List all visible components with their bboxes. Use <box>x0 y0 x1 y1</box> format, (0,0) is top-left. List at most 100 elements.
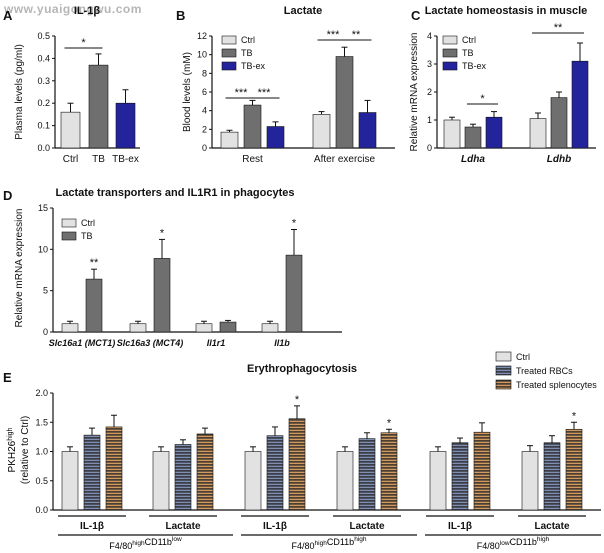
B-significance-label: ** <box>352 29 361 41</box>
E-group-label: IL-1β <box>80 521 104 532</box>
E-bar <box>61 451 79 511</box>
chart-title: Lactate <box>284 5 323 17</box>
D-bar <box>129 323 147 333</box>
E-bar <box>152 451 170 511</box>
A-bar <box>88 64 109 149</box>
E-bar <box>521 451 539 511</box>
E-group-label: Lactate <box>165 521 200 532</box>
y-axis-label: Relative mRNA expression <box>409 33 420 152</box>
C-bar <box>485 116 503 149</box>
B-significance-label: *** <box>235 87 249 99</box>
E-population-label: F4/80highCD11bhigh <box>292 536 367 551</box>
D-bar <box>219 321 237 333</box>
E-significance: * <box>572 410 577 422</box>
C-legend-swatch <box>442 61 458 71</box>
E-legend-swatch <box>495 351 512 362</box>
E-bar <box>288 418 306 511</box>
x-tick-label: Ctrl <box>63 154 79 165</box>
B-legend-swatch <box>221 35 237 45</box>
E-bar <box>543 442 561 511</box>
E-group-label: IL-1β <box>448 521 472 532</box>
C-legend-swatch <box>442 35 458 45</box>
C-significance-label: ** <box>554 22 563 34</box>
D-bar <box>285 254 303 333</box>
E-bar <box>196 433 214 511</box>
A-ytick-label: 0.3 <box>37 76 50 86</box>
B-ytick-label: 12 <box>197 31 207 41</box>
y-axis-label: PKH26high <box>7 427 19 472</box>
B-legend-swatch <box>221 61 237 71</box>
B-ytick-label: 8 <box>202 68 207 78</box>
C-legend-label: TB-ex <box>462 61 487 71</box>
E-legend-label: Treated RBCs <box>516 366 573 376</box>
B-legend-label: Ctrl <box>241 35 255 45</box>
D-ytick-label: 5 <box>43 286 48 296</box>
B-significance-label: *** <box>327 29 341 41</box>
E-population-label: F4/80lowCD11bhigh <box>477 536 550 551</box>
E-bar <box>336 451 354 511</box>
E-legend-swatch <box>495 365 512 376</box>
A-significance-label: * <box>81 37 86 49</box>
E-group-label: IL-1β <box>263 521 287 532</box>
panel-letter: D <box>3 188 12 203</box>
B-ytick-label: 4 <box>202 106 207 116</box>
D-bar <box>61 323 79 333</box>
D-legend-label: Ctrl <box>81 218 95 228</box>
x-tick-label: TB <box>92 154 105 165</box>
C-ytick-label: 0 <box>427 143 432 153</box>
y-axis-label: (relative to Ctrl) <box>20 416 31 484</box>
E-group-label: Lactate <box>349 521 384 532</box>
C-ytick-label: 1 <box>427 115 432 125</box>
C-legend-label: TB <box>462 48 474 58</box>
E-legend-swatch <box>495 379 512 390</box>
E-bar <box>174 444 192 511</box>
watermark: www.yuaigongwu.com <box>4 2 142 16</box>
D-bar <box>85 278 103 333</box>
B-ytick-label: 2 <box>202 124 207 134</box>
C-bar <box>443 119 461 149</box>
B-bar <box>335 56 354 149</box>
E-bar <box>380 432 398 511</box>
D-legend-swatch <box>61 231 77 241</box>
A-ytick-label: 0.5 <box>37 31 50 41</box>
D-bar <box>195 323 213 333</box>
E-legend-label: Ctrl <box>516 352 530 362</box>
x-tick-label: Rest <box>242 154 263 165</box>
C-ytick-label: 4 <box>427 31 432 41</box>
B-ytick-label: 0 <box>202 143 207 153</box>
E-ytick-label: 0.0 <box>35 505 48 515</box>
panel-letter: E <box>3 370 12 385</box>
C-bar <box>529 118 547 149</box>
B-significance-label: *** <box>258 87 272 99</box>
D-significance: * <box>292 217 297 229</box>
chart-title: Lactate transporters and IL1R1 in phagoc… <box>55 187 294 199</box>
E-significance: * <box>295 394 300 406</box>
E-bar <box>473 431 491 511</box>
B-bar <box>220 131 239 149</box>
y-axis-label: Relative mRNA expression <box>14 209 25 328</box>
x-tick-label: Il1b <box>274 338 290 348</box>
C-bar <box>464 126 482 149</box>
D-legend-label: TB <box>81 231 93 241</box>
D-ytick-label: 15 <box>38 203 48 213</box>
E-group-label: Lactate <box>534 521 569 532</box>
B-legend-label: TB-ex <box>241 61 266 71</box>
A-ytick-label: 0.1 <box>37 121 50 131</box>
C-ytick-label: 2 <box>427 87 432 97</box>
chart-title: IL-1β <box>74 5 101 17</box>
C-legend-label: Ctrl <box>462 35 476 45</box>
B-bar <box>266 126 285 149</box>
B-legend-swatch <box>221 48 237 58</box>
D-significance: * <box>160 227 165 239</box>
B-bar <box>312 114 331 149</box>
A-bar <box>115 102 136 149</box>
E-bar <box>451 442 469 511</box>
D-ytick-label: 0 <box>43 327 48 337</box>
D-bar <box>261 323 279 333</box>
D-ytick-label: 10 <box>38 244 48 254</box>
x-tick-label: TB-ex <box>112 154 139 165</box>
x-tick-label: After exercise <box>314 154 376 165</box>
D-legend-swatch <box>61 218 77 228</box>
B-legend-label: TB <box>241 48 253 58</box>
